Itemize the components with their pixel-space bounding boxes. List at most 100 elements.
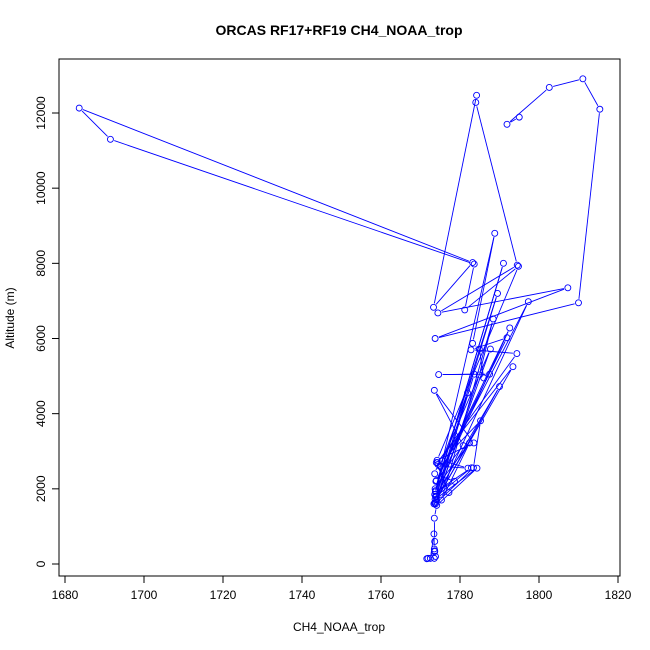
data-point <box>430 386 438 394</box>
data-point <box>430 303 437 311</box>
data-point <box>437 496 445 504</box>
data-point <box>461 306 469 314</box>
series-segment <box>442 446 469 497</box>
data-point <box>524 298 532 306</box>
data-point <box>473 464 481 472</box>
data-point <box>486 370 494 378</box>
y-axis: 0 2000 4000 6000 8000 10000 12000 <box>34 96 59 567</box>
data-point <box>486 345 494 353</box>
series-segment <box>441 288 564 313</box>
x-tick-label: 1720 <box>210 588 237 602</box>
data-point <box>431 491 439 498</box>
y-tick-label: 12000 <box>34 96 48 130</box>
data-point <box>434 309 442 317</box>
data-point <box>470 260 478 268</box>
series-segment <box>114 140 471 264</box>
data-point <box>445 489 453 497</box>
data-point <box>467 346 475 354</box>
series-segment <box>82 109 470 262</box>
series-segment <box>440 444 471 459</box>
data-point <box>503 120 511 128</box>
data-point <box>496 383 503 391</box>
y-tick-label: 4000 <box>34 400 48 427</box>
series-segment <box>510 118 517 123</box>
plot-frame <box>58 58 621 577</box>
x-tick-label: 1680 <box>52 588 79 602</box>
data-point <box>438 457 446 465</box>
y-tick-label: 0 <box>34 560 48 567</box>
data-point <box>431 547 439 555</box>
x-tick-label: 1700 <box>131 588 158 602</box>
data-point <box>515 113 523 121</box>
data-point <box>424 554 432 562</box>
data-point <box>509 363 517 371</box>
chart-title: ORCAS RF17+RF19 CH4_NOAA_trop <box>216 22 463 38</box>
data-point <box>431 335 439 342</box>
series-segment <box>553 79 580 87</box>
data-point <box>575 299 582 307</box>
data-point <box>469 464 477 472</box>
data-point <box>459 442 467 450</box>
data-point <box>431 470 439 478</box>
x-tick-label: 1740 <box>289 588 316 602</box>
series-segment <box>435 267 503 491</box>
data-point <box>433 456 441 464</box>
data-point <box>464 389 471 397</box>
data-point <box>432 487 439 495</box>
series-segment <box>584 82 599 106</box>
series-segment <box>435 468 438 471</box>
data-point <box>106 135 114 143</box>
series-segment <box>444 466 464 469</box>
data-point <box>451 477 458 485</box>
data-point <box>491 229 499 237</box>
data-point <box>596 105 604 113</box>
series-segment <box>439 356 515 460</box>
series-segment <box>465 267 474 307</box>
data-point <box>503 334 511 342</box>
series-segment <box>578 113 600 299</box>
series-segment <box>474 338 504 349</box>
series-segment <box>475 349 513 354</box>
series-segment <box>81 110 108 137</box>
series-segment <box>476 106 517 262</box>
data-point <box>466 439 473 447</box>
data-point <box>426 554 434 562</box>
data-point <box>472 99 480 106</box>
y-axis-label: Altitude (m) <box>3 287 17 348</box>
x-tick-label: 1760 <box>368 588 395 602</box>
series-segment <box>439 369 511 460</box>
data-point <box>75 104 83 112</box>
data-point <box>489 315 497 323</box>
data-point <box>464 464 472 472</box>
x-tick-label: 1780 <box>447 588 474 602</box>
series-segment <box>467 268 516 308</box>
series-segment <box>435 369 512 501</box>
data-point <box>515 262 522 270</box>
series-segment <box>435 265 471 305</box>
series-segment <box>438 288 565 338</box>
data-point <box>430 530 438 538</box>
series-segment <box>441 266 515 312</box>
x-axis: 1680 1700 1720 1740 1760 1780 1800 1820 <box>52 576 632 602</box>
data-point <box>431 538 439 545</box>
data-point <box>430 500 438 508</box>
data-point <box>435 371 443 379</box>
series-segment <box>433 99 477 304</box>
data-point <box>470 370 478 378</box>
data-point <box>579 75 587 83</box>
series-segment <box>434 509 437 515</box>
data-point <box>475 345 483 353</box>
series-segment <box>509 89 547 122</box>
data-point <box>500 259 507 267</box>
data-point <box>513 261 521 269</box>
data-point <box>494 289 501 297</box>
series-layer <box>75 75 604 563</box>
data-point <box>430 514 438 522</box>
data-point <box>513 350 521 357</box>
data-point <box>436 462 444 470</box>
x-axis-label: CH4_NOAA_trop <box>293 620 385 634</box>
data-point <box>564 284 572 292</box>
data-point <box>506 324 514 332</box>
y-tick-label: 2000 <box>34 475 48 502</box>
